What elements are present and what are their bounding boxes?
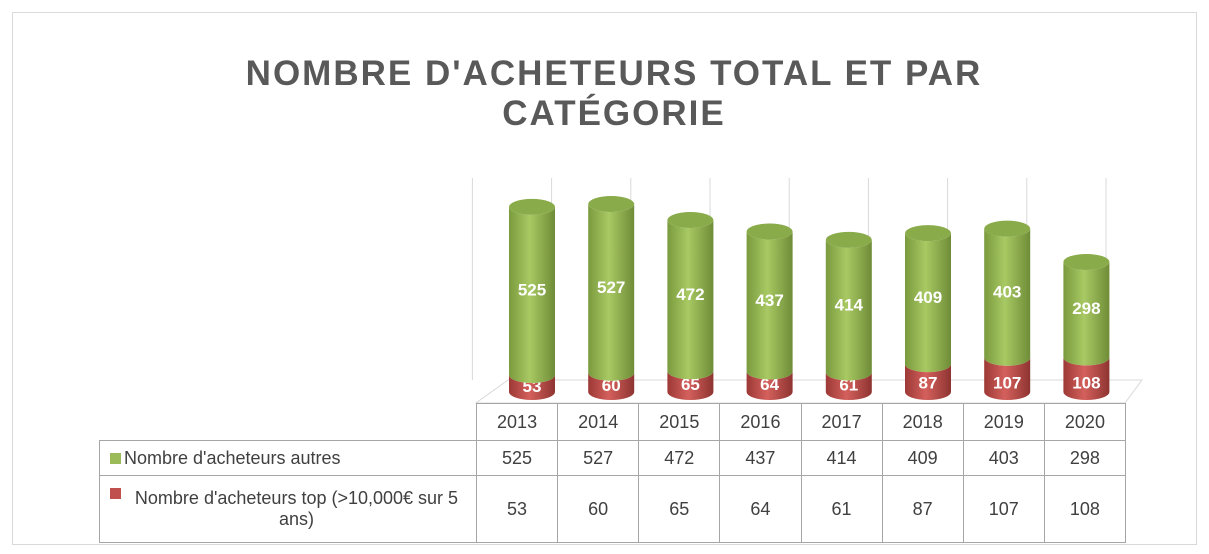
- cell-text: 409: [907, 447, 938, 468]
- cylinder-segment: [509, 206, 555, 384]
- cylinder-segment: [667, 371, 714, 400]
- data-label: 472: [676, 285, 704, 304]
- table-value: 527: [557, 440, 640, 476]
- table-header: 2020: [1043, 403, 1126, 441]
- cylinder-top: [825, 231, 872, 248]
- table-value: 64: [719, 475, 802, 543]
- legend-swatch: [110, 488, 121, 499]
- cylinder-segment: [1063, 357, 1110, 400]
- table-header: 2013: [476, 403, 559, 441]
- cylinder-segment: [667, 220, 714, 380]
- cell-text: 107: [988, 498, 1019, 519]
- cylinder-top: [905, 225, 951, 242]
- table-header: 2017: [800, 403, 883, 441]
- legend-text: Nombre d'acheteurs top (>10,000€ sur 5 a…: [134, 488, 459, 529]
- table-value: 525: [476, 440, 559, 476]
- cell-text: 61: [831, 498, 852, 519]
- table-value: 414: [800, 440, 883, 476]
- table-header: 2015: [638, 403, 721, 441]
- data-label: 525: [518, 280, 546, 299]
- table-value: 409: [881, 440, 964, 476]
- table-value: 298: [1043, 440, 1126, 476]
- table-value: 108: [1043, 475, 1126, 543]
- cell-text: 2014: [578, 411, 619, 432]
- cell-text: 2020: [1064, 411, 1105, 432]
- table-header: 2018: [881, 403, 964, 441]
- cell-text: 65: [669, 498, 690, 519]
- cylinder-segment: [905, 233, 951, 373]
- cell-text: 108: [1069, 498, 1100, 519]
- data-label: 107: [993, 373, 1021, 392]
- cell-text: 2017: [821, 411, 862, 432]
- table-header: 2016: [719, 403, 802, 441]
- table-value: 65: [638, 475, 721, 543]
- cylinder-segment: [825, 239, 872, 381]
- cell-text: 525: [502, 447, 533, 468]
- data-label: 87: [919, 373, 938, 392]
- table-value: 53: [476, 475, 559, 543]
- cylinder-segment: [1063, 261, 1110, 366]
- cell-text: 527: [583, 447, 614, 468]
- cylinder-segment: [588, 204, 635, 381]
- table-header: 2014: [557, 403, 640, 441]
- cylinder-segment: [746, 371, 793, 400]
- table-value: 403: [962, 440, 1045, 476]
- data-label: 65: [681, 375, 700, 394]
- cylinder-segment: [984, 357, 1031, 400]
- cell-text: 414: [826, 447, 857, 468]
- table-value: 61: [800, 475, 883, 543]
- cell-text: 87: [912, 498, 933, 519]
- legend-cell: Nombre d'acheteurs autres: [99, 440, 477, 476]
- cell-text: 60: [588, 498, 609, 519]
- table-header: 2019: [962, 403, 1045, 441]
- cylinder-segment: [984, 228, 1031, 366]
- table-value: 472: [638, 440, 721, 476]
- cell-text: 298: [1069, 447, 1100, 468]
- data-label: 414: [835, 296, 864, 315]
- cylinder-segment: [825, 372, 872, 400]
- cylinder-top: [746, 223, 793, 240]
- cell-text: 472: [664, 447, 695, 468]
- cylinder-top: [667, 212, 714, 229]
- cylinder-top: [509, 198, 555, 215]
- table-value: 107: [962, 475, 1045, 543]
- table-value: 437: [719, 440, 802, 476]
- cell-text: 2013: [497, 411, 538, 432]
- chart-title: NOMBRE D'ACHETEURS TOTAL ET PAR CATÉGORIE: [246, 54, 983, 133]
- cylinder-segment: [746, 231, 793, 380]
- data-label: 403: [993, 283, 1021, 302]
- legend-swatch: [110, 452, 121, 464]
- cylinder-segment: [588, 372, 635, 400]
- cell-text: 403: [988, 447, 1019, 468]
- cell-text: 64: [750, 498, 771, 519]
- data-label: 298: [1072, 299, 1100, 318]
- legend-text: Nombre d'acheteurs autres: [124, 447, 341, 468]
- data-label: 108: [1072, 373, 1100, 392]
- cylinder-top: [588, 196, 635, 212]
- cylinder-top: [984, 220, 1031, 237]
- data-label: 60: [602, 376, 621, 395]
- data-label: 64: [760, 375, 779, 394]
- data-label: 527: [597, 278, 625, 297]
- cell-text: 437: [745, 447, 776, 468]
- cylinder-segment: [905, 364, 951, 400]
- cylinder-segment: [509, 375, 555, 400]
- data-label: 61: [839, 376, 858, 395]
- cell-text: 2015: [659, 411, 700, 432]
- data-label: 409: [914, 288, 942, 307]
- table-value: 60: [557, 475, 640, 543]
- cell-text: 2016: [740, 411, 781, 432]
- legend-cell: Nombre d'acheteurs top (>10,000€ sur 5 a…: [99, 475, 477, 543]
- cylinder-top: [1063, 253, 1110, 270]
- cell-text: 2018: [902, 411, 943, 432]
- cell-text: 53: [507, 498, 528, 519]
- cell-text: 2019: [983, 411, 1024, 432]
- data-label: 437: [755, 291, 783, 310]
- table-value: 87: [881, 475, 964, 543]
